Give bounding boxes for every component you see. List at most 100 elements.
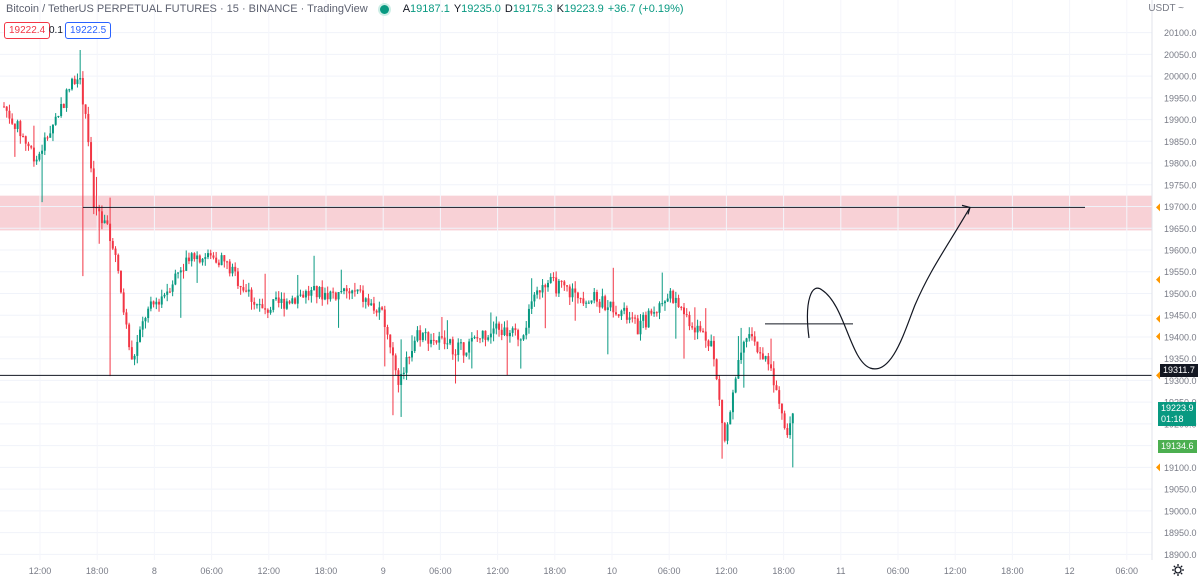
candle-body bbox=[92, 168, 95, 208]
candle-body bbox=[582, 298, 585, 304]
candle-body bbox=[688, 314, 691, 327]
axis-markers bbox=[1156, 203, 1160, 472]
candle-body bbox=[372, 303, 375, 311]
candle-body bbox=[111, 241, 114, 249]
candle-body bbox=[653, 312, 656, 314]
candle-body bbox=[549, 277, 552, 283]
candle-body bbox=[321, 286, 324, 300]
ohlc-open-value: 19187.1 bbox=[410, 3, 450, 15]
candle-body bbox=[663, 301, 666, 304]
candle-body bbox=[348, 291, 351, 294]
candle-body bbox=[11, 118, 14, 124]
ohlc-high-label: Y bbox=[453, 3, 462, 15]
candle-body bbox=[207, 253, 209, 258]
price-tick-label: 19900.0 bbox=[1164, 115, 1197, 125]
candle-body bbox=[731, 392, 734, 413]
candle-body bbox=[171, 284, 174, 292]
candle-body bbox=[748, 334, 751, 339]
candle-body bbox=[405, 357, 408, 373]
candle-body bbox=[704, 331, 707, 341]
candle-body bbox=[454, 354, 457, 356]
alert-marker-icon[interactable] bbox=[1156, 275, 1160, 284]
alert-marker-icon[interactable] bbox=[1156, 332, 1160, 341]
candle-body bbox=[644, 314, 647, 328]
candle-body bbox=[517, 330, 520, 340]
candle-body bbox=[775, 385, 778, 391]
candle-body bbox=[217, 262, 220, 266]
price-tick-label: 19500.0 bbox=[1164, 289, 1197, 299]
candle-body bbox=[498, 323, 501, 330]
candle-body bbox=[672, 290, 675, 303]
candle-body bbox=[168, 291, 171, 293]
candle-body bbox=[459, 342, 462, 344]
time-tick-label: 06:00 bbox=[1116, 566, 1139, 576]
alert-marker-icon[interactable] bbox=[1156, 203, 1160, 212]
candle-body bbox=[427, 332, 430, 344]
candle-body bbox=[285, 301, 288, 309]
candle-body bbox=[245, 290, 248, 292]
candle-body bbox=[685, 314, 688, 316]
candle-body bbox=[381, 307, 384, 310]
price-tick-label: 19550.0 bbox=[1164, 267, 1197, 277]
currency-selector[interactable]: USDT ~ bbox=[1148, 3, 1184, 14]
candle-body bbox=[650, 310, 653, 314]
candle-body bbox=[742, 341, 745, 353]
candle-body bbox=[568, 286, 571, 298]
sell-price-button[interactable]: 19222.4 bbox=[4, 22, 51, 39]
buy-price-button[interactable]: 19222.5 bbox=[65, 22, 112, 39]
candle-body bbox=[723, 423, 726, 441]
candle-body bbox=[275, 297, 277, 300]
candle-body bbox=[62, 104, 65, 108]
candle-body bbox=[451, 339, 454, 355]
candle-body bbox=[432, 339, 435, 341]
candle-body bbox=[465, 352, 468, 356]
price-tick-label: 18900.0 bbox=[1164, 550, 1197, 560]
alert-marker-icon[interactable] bbox=[1156, 314, 1160, 323]
candle-body bbox=[729, 412, 732, 425]
candle-body bbox=[304, 291, 307, 298]
candle-body bbox=[264, 308, 267, 310]
candle-body bbox=[236, 271, 239, 286]
candle-body bbox=[726, 424, 729, 441]
candle-body bbox=[220, 255, 223, 266]
candle-body bbox=[693, 327, 696, 333]
price-tick-label: 20100.0 bbox=[1164, 28, 1197, 38]
candle-body bbox=[174, 273, 177, 285]
projection-path[interactable] bbox=[806, 207, 971, 370]
candle-body bbox=[737, 359, 740, 379]
time-tick-label: 18:00 bbox=[1001, 566, 1024, 576]
symbol-title[interactable]: Bitcoin / TetherUS PERPETUAL FUTURES · 1… bbox=[6, 3, 368, 15]
candle-body bbox=[32, 147, 35, 162]
alert-marker-icon[interactable] bbox=[1156, 463, 1160, 472]
candle-body bbox=[598, 301, 601, 308]
candle-body bbox=[242, 287, 245, 291]
candle-body bbox=[103, 220, 106, 224]
candle-body bbox=[647, 310, 650, 328]
candle-body bbox=[125, 312, 128, 325]
candle-body bbox=[24, 136, 27, 144]
candle-body bbox=[527, 308, 530, 328]
candle-body bbox=[149, 301, 152, 309]
candle-body bbox=[625, 307, 628, 320]
candle-body bbox=[247, 289, 250, 292]
candle-body bbox=[155, 301, 158, 305]
time-tick-label: 12:00 bbox=[944, 566, 967, 576]
gear-icon[interactable] bbox=[1172, 564, 1184, 576]
candle-body bbox=[253, 301, 256, 305]
candle-body bbox=[721, 399, 724, 424]
price-axis[interactable]: 20100.0 20050.0 20000.0 19950.0 19900.0 19850… bbox=[1164, 28, 1197, 560]
time-tick-label: 9 bbox=[381, 566, 386, 576]
time-axis[interactable]: 12:00 18:00 8 06:00 12:00 18:00 9 06:00 12:00 18:… bbox=[29, 566, 1138, 576]
alert-marker-icon[interactable] bbox=[1156, 371, 1160, 380]
ohlc-close-label: K bbox=[556, 3, 564, 15]
candle-body bbox=[655, 312, 658, 314]
candle-body bbox=[166, 291, 169, 295]
candle-body bbox=[68, 89, 71, 91]
candle-body bbox=[84, 104, 87, 114]
candle-body bbox=[231, 266, 234, 274]
candle-body bbox=[481, 330, 484, 339]
resistance-zone bbox=[0, 195, 1152, 231]
price-tick-label: 19350.0 bbox=[1164, 354, 1197, 364]
candle-body bbox=[378, 307, 381, 313]
